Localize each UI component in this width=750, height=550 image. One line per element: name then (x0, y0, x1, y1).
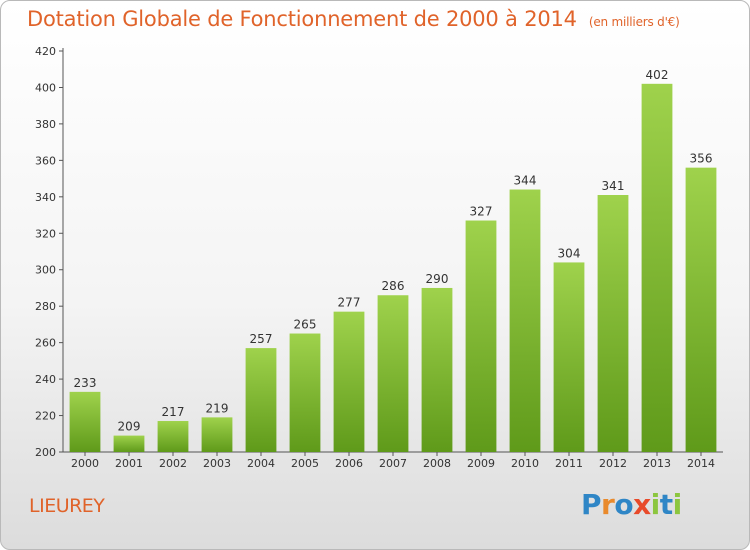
bar-2011 (553, 262, 585, 452)
x-tick-label: 2007 (379, 457, 407, 470)
data-label: 265 (294, 318, 317, 332)
y-tick-label: 200 (35, 446, 56, 459)
bar-2006 (333, 311, 365, 452)
logo-letter: x (633, 488, 651, 521)
data-label: 217 (162, 405, 185, 419)
y-tick-label: 340 (35, 191, 56, 204)
bar-2013 (641, 83, 673, 453)
bar-2003 (201, 417, 233, 452)
x-tick-label: 2002 (159, 457, 187, 470)
data-label: 341 (602, 179, 625, 193)
bar-2010 (509, 189, 541, 452)
y-tick-label: 220 (35, 410, 56, 423)
y-tick-label: 420 (35, 45, 56, 58)
bar-2005 (289, 333, 321, 452)
data-label: 219 (206, 401, 229, 415)
logo-letter: i (650, 488, 661, 521)
y-tick-label: 260 (35, 337, 56, 350)
chart-title: Dotation Globale de Fonctionnement de 20… (27, 7, 680, 31)
y-tick-label: 380 (35, 118, 56, 131)
chart-axes: 200 220 240 260 280 300 320 340 360 380 400 420 2000… (35, 45, 723, 470)
y-tick-label: 240 (35, 373, 56, 386)
logo-letter: P (581, 488, 602, 521)
data-label: 356 (690, 152, 713, 166)
x-tick-label: 2004 (247, 457, 275, 470)
data-label: 209 (118, 420, 141, 434)
bar-2000 (69, 391, 101, 452)
x-tick-label: 2008 (423, 457, 451, 470)
y-tick-label: 360 (35, 154, 56, 167)
x-tick-label: 2010 (511, 457, 539, 470)
y-tick-label: 320 (35, 227, 56, 240)
commune-name: LIEUREY (29, 495, 105, 517)
x-tick-label: 2005 (291, 457, 319, 470)
data-label: 277 (338, 296, 361, 310)
y-tick-label: 400 (35, 81, 56, 94)
chart-bars (69, 83, 717, 453)
x-tick-label: 2001 (115, 457, 143, 470)
bar-2012 (597, 194, 629, 452)
y-tick-label: 300 (35, 264, 56, 277)
data-label: 257 (250, 332, 273, 346)
bar-2001 (113, 435, 145, 452)
data-label: 327 (470, 205, 493, 219)
bar-2007 (377, 295, 409, 452)
chart-title-text: Dotation Globale de Fonctionnement de 20… (27, 7, 577, 31)
x-tick-label: 2006 (335, 457, 363, 470)
x-tick-label: 2012 (599, 457, 627, 470)
x-tick-label: 2013 (643, 457, 671, 470)
data-label: 286 (382, 279, 405, 293)
bar-2009 (465, 220, 497, 452)
x-tick-label: 2011 (555, 457, 583, 470)
data-label: 402 (646, 68, 669, 82)
x-tick-label: 2000 (71, 457, 99, 470)
bar-2014 (685, 167, 717, 452)
x-tick-label: 2003 (203, 457, 231, 470)
y-tick-label: 280 (35, 300, 56, 313)
chart-unit: (en milliers d'€) (588, 15, 680, 29)
data-label: 304 (558, 246, 581, 260)
bar-2004 (245, 348, 277, 452)
data-label: 290 (426, 272, 449, 286)
logo-letter: r (601, 488, 615, 521)
x-tick-label: 2014 (687, 457, 715, 470)
logo-letter: o (614, 488, 634, 521)
bar-2002 (157, 421, 189, 452)
logo-letter: t (659, 488, 673, 521)
data-label: 233 (74, 376, 97, 390)
data-label: 344 (514, 174, 537, 188)
chart-labels: 233 209 217 219 257 265 277 286 290 327 344 304 341 4… (74, 68, 713, 434)
proxiti-logo[interactable]: Proxiti (581, 488, 682, 521)
bar-2008 (421, 287, 453, 452)
x-tick-label: 2009 (467, 457, 495, 470)
logo-letter: i (672, 488, 683, 521)
